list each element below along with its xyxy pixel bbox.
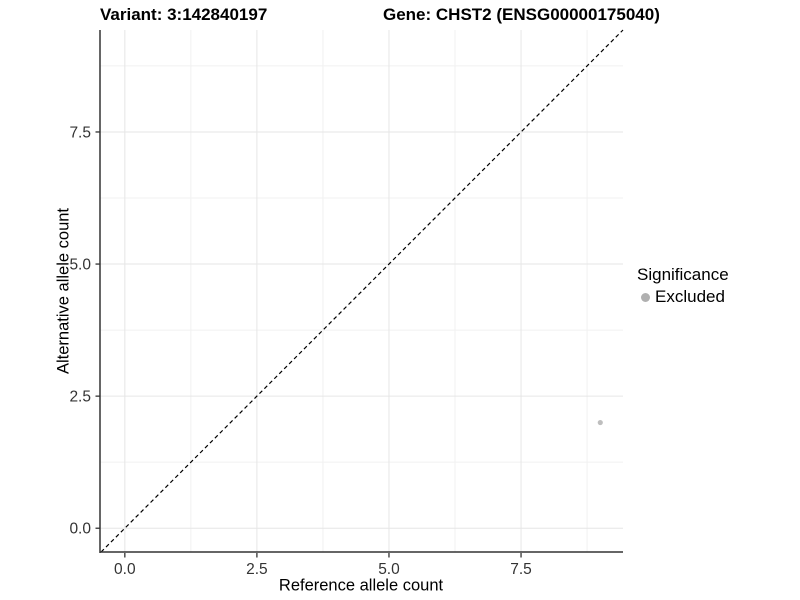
- gene-title: Gene: CHST2 (ENSG00000175040): [383, 5, 660, 24]
- y-tick-label: 0.0: [69, 521, 91, 538]
- legend-item-label: Excluded: [655, 287, 725, 306]
- legend-title: Significance: [637, 265, 729, 284]
- data-point: [597, 419, 603, 426]
- y-tick-label: 5.0: [69, 257, 91, 274]
- y-axis-title: Alternative allele count: [54, 207, 73, 375]
- legend-point-icon: [641, 292, 650, 302]
- x-tick-label: 7.5: [510, 561, 532, 578]
- legend-item: Excluded: [637, 286, 729, 308]
- y-tick-label: 2.5: [69, 389, 91, 406]
- legend: Significance Excluded: [637, 264, 729, 308]
- x-tick-label: 0.0: [114, 561, 136, 578]
- x-tick-label: 2.5: [246, 561, 268, 578]
- variant-title: Variant: 3:142840197: [100, 5, 268, 24]
- x-axis-title: Reference allele count: [278, 576, 444, 595]
- identity-line: [100, 29, 624, 553]
- y-tick-label: 7.5: [69, 124, 91, 141]
- x-tick-label: 5.0: [378, 561, 400, 578]
